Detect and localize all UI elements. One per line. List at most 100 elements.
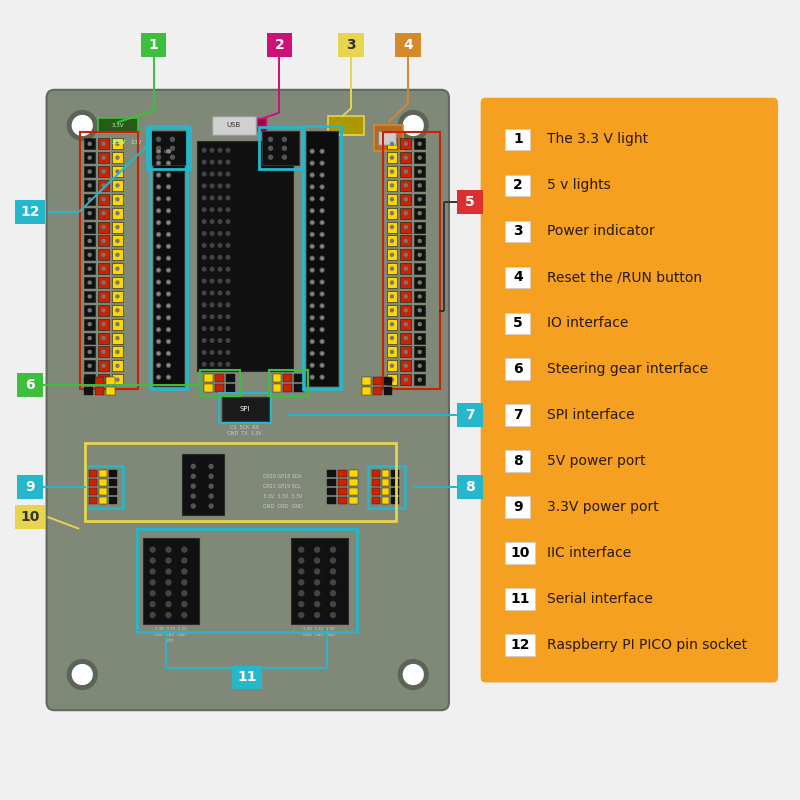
- Bar: [98, 166, 109, 177]
- Circle shape: [210, 291, 214, 294]
- Text: 10: 10: [510, 546, 530, 560]
- Circle shape: [170, 146, 174, 150]
- Circle shape: [298, 580, 304, 585]
- Circle shape: [209, 465, 213, 468]
- Circle shape: [166, 351, 170, 355]
- Bar: [362, 387, 370, 395]
- Text: 2: 2: [274, 38, 284, 52]
- Circle shape: [226, 220, 230, 223]
- FancyBboxPatch shape: [506, 634, 535, 656]
- Circle shape: [321, 329, 323, 330]
- Circle shape: [157, 233, 161, 237]
- Circle shape: [157, 209, 161, 213]
- Circle shape: [102, 337, 105, 339]
- Circle shape: [418, 295, 421, 298]
- Text: 3.3V: 3.3V: [112, 123, 124, 128]
- Circle shape: [226, 267, 230, 271]
- Circle shape: [88, 226, 91, 229]
- Circle shape: [310, 150, 314, 154]
- Circle shape: [202, 350, 206, 354]
- Bar: [84, 166, 95, 177]
- Bar: [382, 488, 390, 495]
- Circle shape: [218, 362, 222, 366]
- Circle shape: [418, 364, 421, 367]
- Circle shape: [116, 239, 119, 242]
- Circle shape: [88, 267, 91, 270]
- Circle shape: [310, 304, 314, 308]
- Circle shape: [116, 156, 119, 159]
- Bar: [98, 277, 109, 288]
- Circle shape: [157, 328, 161, 332]
- Circle shape: [210, 172, 214, 176]
- Circle shape: [88, 309, 91, 312]
- Text: 3: 3: [513, 225, 522, 238]
- Circle shape: [390, 337, 394, 339]
- FancyBboxPatch shape: [506, 221, 530, 242]
- Circle shape: [298, 547, 304, 552]
- Circle shape: [311, 269, 313, 271]
- Circle shape: [150, 590, 155, 596]
- Bar: [386, 208, 398, 218]
- Circle shape: [182, 590, 187, 596]
- Bar: [215, 374, 224, 382]
- Bar: [84, 346, 95, 358]
- Text: 3.3V: 3.3V: [112, 140, 126, 145]
- FancyBboxPatch shape: [506, 174, 530, 196]
- Circle shape: [150, 580, 155, 585]
- Circle shape: [166, 602, 171, 606]
- Text: Raspberry PI PICO pin socket: Raspberry PI PICO pin socket: [547, 638, 747, 652]
- Circle shape: [191, 494, 195, 498]
- Bar: [106, 378, 115, 385]
- Circle shape: [182, 602, 187, 606]
- FancyBboxPatch shape: [338, 34, 364, 57]
- Circle shape: [116, 337, 119, 339]
- Circle shape: [166, 173, 170, 177]
- Circle shape: [158, 329, 159, 330]
- Circle shape: [88, 295, 91, 298]
- Bar: [349, 470, 358, 478]
- Circle shape: [167, 150, 170, 152]
- Circle shape: [191, 474, 195, 478]
- Circle shape: [218, 350, 222, 354]
- Circle shape: [390, 378, 394, 381]
- Circle shape: [88, 184, 91, 187]
- Bar: [386, 305, 398, 316]
- Circle shape: [418, 322, 421, 326]
- Bar: [204, 384, 213, 392]
- Circle shape: [418, 212, 421, 214]
- Circle shape: [390, 267, 394, 270]
- Circle shape: [158, 234, 159, 235]
- Bar: [98, 346, 109, 358]
- Circle shape: [404, 156, 407, 159]
- Circle shape: [166, 569, 171, 574]
- Bar: [349, 497, 358, 504]
- Circle shape: [310, 328, 314, 332]
- Bar: [391, 488, 399, 495]
- Bar: [372, 470, 379, 478]
- FancyBboxPatch shape: [222, 397, 269, 421]
- Circle shape: [320, 363, 324, 367]
- Circle shape: [88, 170, 91, 173]
- Circle shape: [218, 244, 222, 247]
- Circle shape: [320, 304, 324, 308]
- Circle shape: [226, 172, 230, 176]
- Circle shape: [210, 303, 214, 306]
- Circle shape: [150, 613, 155, 618]
- Bar: [414, 180, 425, 191]
- Circle shape: [88, 337, 91, 339]
- Circle shape: [226, 350, 230, 354]
- Circle shape: [157, 363, 161, 367]
- Bar: [112, 305, 123, 316]
- Bar: [400, 250, 411, 260]
- Bar: [283, 374, 292, 382]
- Bar: [98, 305, 109, 316]
- Circle shape: [321, 376, 323, 378]
- Circle shape: [310, 363, 314, 367]
- Bar: [400, 346, 411, 358]
- Circle shape: [67, 660, 97, 690]
- Circle shape: [418, 350, 421, 354]
- Circle shape: [311, 305, 313, 307]
- Circle shape: [157, 155, 161, 159]
- Circle shape: [157, 173, 161, 177]
- Circle shape: [321, 234, 323, 235]
